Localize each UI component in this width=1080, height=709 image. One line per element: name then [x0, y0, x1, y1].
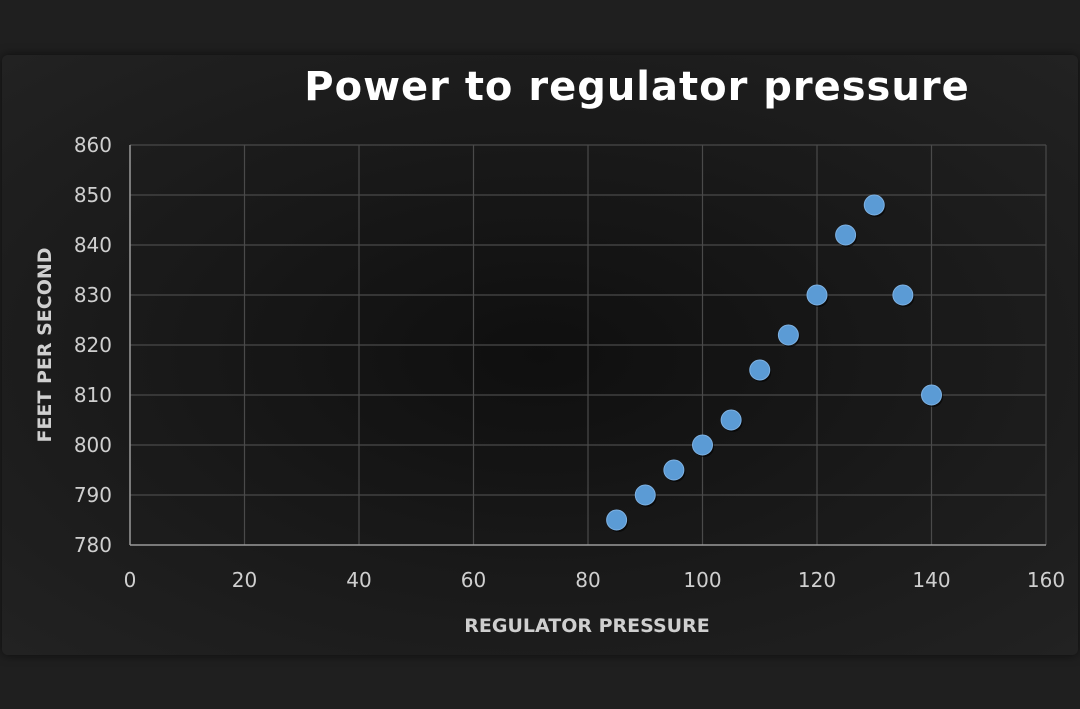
y-tick-label: 830 [74, 283, 112, 307]
data-point [835, 224, 857, 246]
data-point [663, 459, 685, 481]
data-point [863, 194, 885, 216]
data-points [606, 194, 943, 532]
chart-card [2, 55, 1078, 655]
grid-lines [130, 144, 1047, 545]
data-point [720, 409, 742, 431]
y-tick-label: 820 [74, 333, 112, 357]
x-tick-label: 140 [912, 568, 950, 592]
y-tick-label: 810 [74, 383, 112, 407]
axes [129, 145, 1046, 546]
y-axis-title: FEET PER SECOND [34, 247, 56, 442]
y-tick-label: 780 [74, 533, 112, 557]
data-point [921, 384, 942, 406]
x-tick-label: 60 [461, 568, 486, 592]
x-tick-label: 160 [1027, 568, 1065, 592]
y-tick-labels: 780 790 800 810 820 830 840 850 860 [74, 133, 112, 557]
chart-title: Power to regulator pressure [304, 64, 970, 110]
y-tick-label: 790 [74, 483, 112, 507]
data-point [749, 359, 771, 381]
x-axis-title: REGULATOR PRESSURE [464, 615, 709, 637]
x-tick-label: 80 [575, 568, 600, 592]
data-point [606, 509, 628, 531]
data-point [777, 324, 799, 346]
y-tick-label: 840 [74, 233, 112, 257]
x-tick-label: 120 [798, 568, 836, 592]
y-tick-label: 850 [74, 183, 112, 207]
data-point [692, 434, 713, 456]
data-point [806, 284, 828, 306]
x-tick-labels: 0 20 40 60 80 100 120 140 160 [124, 568, 1065, 592]
y-tick-label: 860 [74, 133, 112, 157]
data-point [634, 484, 656, 506]
x-tick-label: 40 [346, 568, 371, 592]
x-tick-label: 100 [683, 568, 721, 592]
y-tick-label: 800 [74, 433, 112, 457]
x-tick-label: 20 [232, 568, 257, 592]
data-point [892, 284, 914, 306]
x-tick-label: 0 [124, 568, 137, 592]
